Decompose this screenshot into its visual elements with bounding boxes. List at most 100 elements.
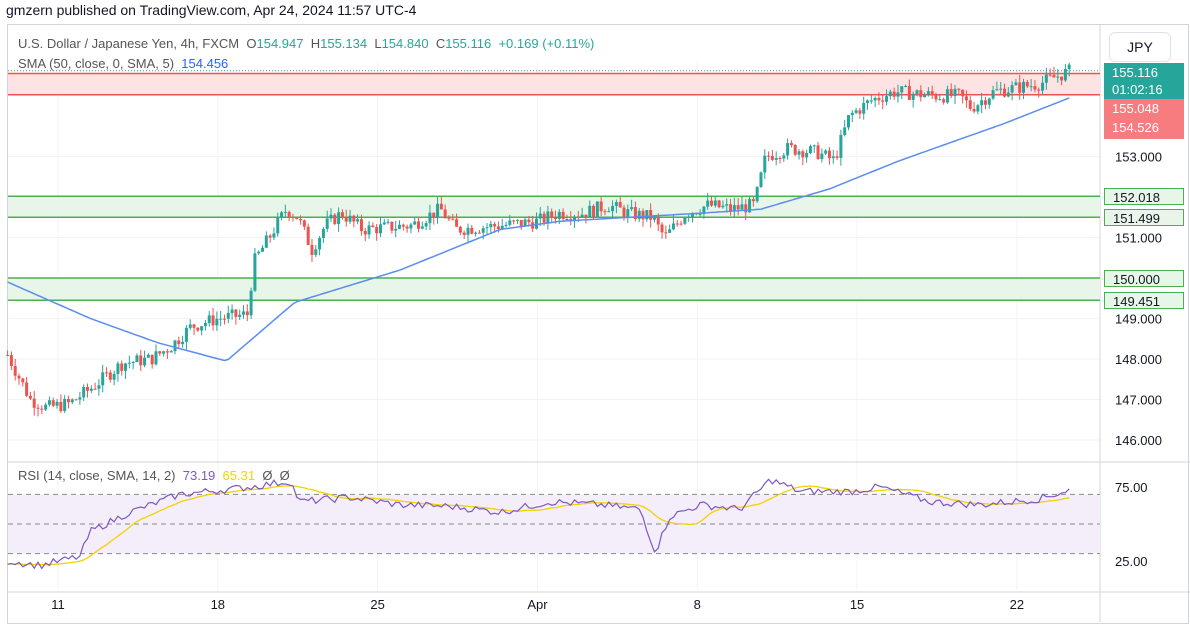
candle-body [869, 100, 873, 102]
candle-body [710, 200, 714, 206]
candle-body [264, 235, 268, 248]
candle-body [904, 85, 908, 87]
candle-body [885, 96, 889, 102]
candle-body [474, 232, 478, 234]
chart-frame [7, 24, 1189, 624]
candle-body [203, 323, 207, 327]
open-label: O [246, 36, 257, 51]
candle-body [645, 210, 649, 220]
candle-body [397, 224, 401, 229]
x-tick-label: 18 [211, 597, 225, 612]
candle-body [390, 221, 394, 231]
candle-body [675, 223, 679, 225]
candle-body [101, 372, 105, 386]
candle-body [911, 93, 915, 100]
green-zone2-bottom: 149.451 [1104, 292, 1184, 309]
candle-body [573, 216, 577, 221]
candle-body [991, 90, 995, 99]
candle-body [340, 212, 344, 218]
candle-body [321, 228, 325, 238]
candle-body [105, 372, 109, 374]
candle-body [268, 235, 272, 238]
candle-body [679, 223, 683, 225]
candle-body [846, 115, 850, 128]
candle-body [1022, 81, 1026, 93]
x-tick-label: 8 [694, 597, 701, 612]
x-tick-label: 25 [370, 597, 384, 612]
candle-body [725, 204, 729, 206]
candle-body [169, 351, 173, 353]
candle-body [595, 201, 599, 217]
price-tick-label: 146.000 [1115, 433, 1162, 448]
candle-body [915, 90, 919, 94]
candle-body [1048, 74, 1052, 76]
candle-body [576, 216, 580, 218]
candle-body [668, 229, 672, 233]
candle-body [82, 386, 86, 398]
candle-body [177, 340, 181, 345]
price-tick-label: 149.000 [1115, 312, 1162, 327]
candle-body [481, 228, 485, 233]
candle-body [660, 224, 664, 233]
candle-body [934, 94, 938, 100]
candle-body [774, 157, 778, 160]
candle-body [729, 204, 733, 212]
candle-body [649, 210, 653, 220]
candle-body [455, 219, 459, 227]
candle-body [207, 315, 211, 324]
candle-body [238, 314, 242, 317]
candle-body [923, 94, 927, 98]
candle-body [808, 146, 812, 153]
candle-body [261, 247, 265, 252]
candle-body [181, 341, 185, 345]
candle-body [964, 96, 968, 101]
candle-body [721, 205, 725, 208]
candle-body [276, 217, 280, 234]
candle-body [706, 200, 710, 207]
candle-body [485, 227, 489, 229]
candle-body [280, 212, 284, 218]
candle-body [78, 397, 82, 400]
candle-body [656, 217, 660, 225]
price-tick-label: 148.000 [1115, 352, 1162, 367]
candle-body [131, 362, 135, 364]
candle-body [188, 324, 192, 328]
candle-body [6, 354, 10, 356]
red-zone-labels: 155.048 154.526 [1104, 99, 1184, 139]
close-value: 155.116 [445, 36, 492, 51]
x-tick-label: 22 [1010, 597, 1024, 612]
high-label: H [310, 36, 321, 51]
rsi-legend[interactable]: RSI (14, close, SMA, 14, 2) 73.19 65.31 … [18, 468, 290, 483]
candle-body [926, 91, 930, 95]
sma-legend[interactable]: SMA (50, close, 0, SMA, 5) 154.456 [18, 56, 228, 71]
price-tick-label: 153.000 [1115, 150, 1162, 165]
candle-body [565, 218, 569, 220]
currency-button[interactable]: JPY [1109, 32, 1171, 62]
candle-body [112, 373, 116, 380]
zone-red [8, 73, 1100, 95]
candle-body [413, 221, 417, 225]
candle-body [843, 127, 847, 135]
candle-body [1002, 88, 1006, 97]
candle-body [367, 225, 371, 235]
candle-body [356, 219, 360, 222]
candle-body [40, 408, 44, 410]
candle-body [592, 205, 596, 217]
candle-body [919, 90, 923, 98]
last-price-label: 155.116 01:02:16 [1104, 63, 1184, 99]
rsi-label: RSI (14, close, SMA, 14, 2) [18, 468, 176, 483]
candle-body [17, 375, 21, 379]
candle-body [717, 200, 721, 208]
sma-value: 154.456 [181, 56, 229, 71]
rsi-line [7, 478, 1070, 570]
candle-body [70, 399, 74, 403]
candle-body [744, 204, 748, 213]
candle-body [1041, 82, 1045, 91]
candle-body [953, 88, 957, 97]
candle-body [618, 202, 622, 208]
candle-body [671, 223, 675, 230]
candle-body [626, 209, 630, 217]
candle-body [770, 155, 774, 160]
x-tick-label: Apr [527, 597, 548, 612]
